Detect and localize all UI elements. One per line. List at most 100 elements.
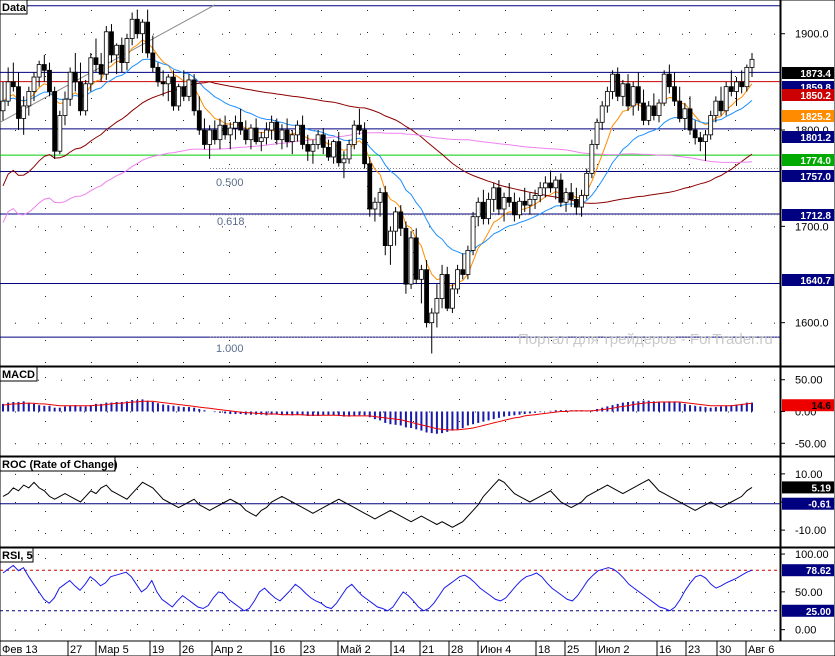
candle[interactable] [145,9,151,58]
candle[interactable] [522,187,528,212]
candle[interactable] [186,74,192,102]
candle[interactable] [217,118,223,150]
candle[interactable] [93,38,99,73]
candle[interactable] [615,67,621,102]
candle[interactable] [542,176,548,198]
candle[interactable] [589,139,595,179]
candle[interactable] [181,70,187,102]
candle[interactable] [362,122,367,169]
candle[interactable] [651,93,657,121]
candle[interactable] [310,139,316,164]
candle[interactable] [382,185,388,256]
candle[interactable] [558,173,564,208]
candle[interactable] [708,110,714,140]
candle[interactable] [5,67,11,106]
candle[interactable] [604,86,610,113]
candle[interactable] [465,245,471,280]
candle[interactable] [119,37,125,73]
candle[interactable] [491,183,497,212]
candle[interactable] [744,64,750,92]
candle[interactable] [388,226,393,265]
candle[interactable] [72,52,78,92]
candle[interactable] [630,81,636,116]
candle[interactable] [326,139,331,161]
candle[interactable] [346,139,352,164]
candle[interactable] [568,183,574,208]
candle[interactable] [279,124,285,150]
candle[interactable] [57,110,63,155]
candle[interactable] [728,70,734,97]
candle[interactable] [227,122,233,150]
rsi-panel[interactable]: 100.00 50.00 0.00 78.62 25.00 [0,547,835,642]
candle[interactable] [475,197,481,227]
candle[interactable] [599,101,605,131]
candle[interactable] [269,115,275,140]
candle[interactable] [573,187,579,215]
candle[interactable] [289,130,295,155]
candle[interactable] [537,182,543,203]
candle[interactable] [672,72,677,106]
candle[interactable] [248,124,254,150]
candle[interactable] [661,70,667,106]
candle[interactable] [563,187,569,212]
candle[interactable] [222,115,228,140]
candle[interactable] [320,128,326,155]
candle[interactable] [703,130,708,161]
candle[interactable] [393,207,398,246]
candle[interactable] [377,187,383,217]
candle[interactable] [336,131,342,167]
candle[interactable] [444,266,450,312]
candle[interactable] [88,52,94,92]
candle[interactable] [548,170,553,193]
candle[interactable] [734,77,739,106]
candle[interactable] [413,228,419,285]
candle[interactable] [666,64,672,94]
candle[interactable] [134,9,140,39]
candle[interactable] [646,101,652,126]
candle[interactable] [723,81,729,116]
candle[interactable] [114,43,120,75]
candle[interactable] [749,52,755,78]
candle[interactable] [202,118,207,150]
candle[interactable] [610,70,615,100]
candle[interactable] [470,211,476,256]
candle[interactable] [83,79,89,116]
price-panel[interactable]: 1600.01700.01800.01900.01873.41859.81850… [0,0,835,367]
candle[interactable] [274,118,280,145]
candle[interactable] [258,131,264,152]
candle[interactable] [165,74,171,102]
candle[interactable] [155,62,161,87]
candle[interactable] [341,151,347,179]
candle[interactable] [331,139,336,164]
candle[interactable] [124,33,130,71]
candle[interactable] [682,103,688,131]
candle[interactable] [517,197,522,219]
candle[interactable] [449,284,455,314]
candle[interactable] [620,79,626,106]
candle[interactable] [196,96,202,135]
candle[interactable] [697,131,703,152]
candle[interactable] [191,74,197,116]
candle[interactable] [109,24,114,63]
candle[interactable] [584,168,590,200]
candle[interactable] [677,86,683,123]
candle[interactable] [21,96,27,135]
candle[interactable] [98,52,104,82]
candle[interactable] [553,176,559,200]
candle[interactable] [264,122,269,145]
candle[interactable] [357,108,362,135]
candle[interactable] [26,86,32,116]
candle[interactable] [243,120,249,145]
candle[interactable] [176,83,182,111]
candle[interactable] [16,72,21,131]
candle[interactable] [233,115,238,140]
candle[interactable] [579,189,584,217]
candle[interactable] [713,96,719,123]
candle[interactable] [656,99,662,123]
candle[interactable] [408,231,414,289]
candle[interactable] [305,134,311,161]
candle[interactable] [460,253,466,280]
candle[interactable] [486,192,491,225]
candle[interactable] [739,70,745,94]
